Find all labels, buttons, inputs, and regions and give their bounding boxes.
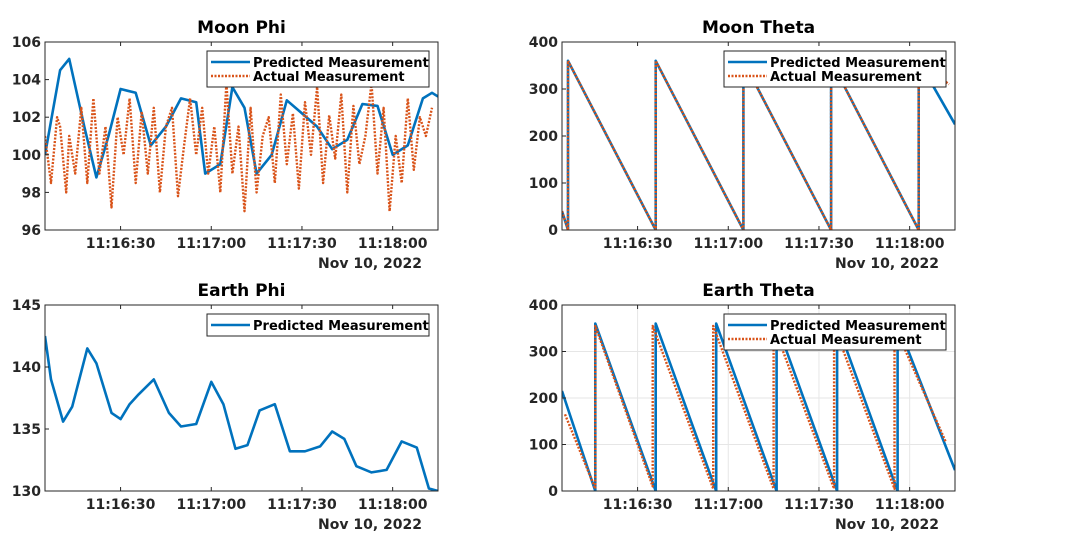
x-tick-label: 11:17:00 xyxy=(176,497,246,513)
series-predicted-line xyxy=(45,335,438,491)
y-tick-label: 100 xyxy=(529,176,558,192)
chart-title: Moon Phi xyxy=(197,18,286,38)
y-tick-label: 0 xyxy=(548,223,558,239)
date-label: Nov 10, 2022 xyxy=(835,256,939,272)
date-label: Nov 10, 2022 xyxy=(318,256,422,272)
legend: Predicted Measurement xyxy=(206,313,430,337)
y-tick-label: 200 xyxy=(529,129,558,145)
x-tick-label: 11:16:30 xyxy=(603,236,673,252)
legend-label: Actual Measurement xyxy=(770,70,922,85)
y-tick-label: 96 xyxy=(22,223,41,239)
chart-1: 96 98 100 102 104 106 11:16:30 11:17:00 11:17:30… xyxy=(12,18,439,272)
x-tick-label: 11:18:00 xyxy=(875,236,945,252)
x-tick-label: 11:17:00 xyxy=(693,236,763,252)
x-tick-label: 11:16:30 xyxy=(86,236,156,252)
axes-box xyxy=(44,41,439,231)
y-tick-label: 100 xyxy=(529,438,558,454)
series-actual-line xyxy=(45,82,434,213)
x-tick-label: 11:17:30 xyxy=(784,236,854,252)
y-tick-label: 300 xyxy=(529,82,558,98)
x-tick-label: 11:18:00 xyxy=(358,236,428,252)
x-tick-label: 11:16:30 xyxy=(86,497,156,513)
y-tick-label: 102 xyxy=(12,110,41,126)
y-tick-label: 140 xyxy=(12,360,41,376)
y-tick-label: 300 xyxy=(529,345,558,361)
x-tick-label: 11:16:30 xyxy=(603,497,673,513)
legend-box xyxy=(206,313,430,337)
y-tick-label: 104 xyxy=(12,73,41,89)
x-tick-label: 11:17:00 xyxy=(693,497,763,513)
x-tick-label: 11:17:00 xyxy=(176,236,246,252)
y-tick-label: 145 xyxy=(12,298,41,314)
legend-box xyxy=(723,313,947,351)
chart-title: Earth Theta xyxy=(702,281,814,301)
y-tick-label: 400 xyxy=(529,35,558,51)
legend-label: Predicted Measurement xyxy=(770,56,946,71)
chart-title: Moon Theta xyxy=(702,18,815,38)
x-tick-label: 11:18:00 xyxy=(875,497,945,513)
chart-3: 130 135 140 145 11:16:30 11:17:00 11:17:30 11:1… xyxy=(12,281,439,533)
legend-label: Predicted Measurement xyxy=(253,56,429,71)
legend-label: Predicted Measurement xyxy=(770,319,946,334)
legend-box xyxy=(723,50,947,88)
chart-4: 0 100 200 300 400 11:16:30 11:17:00 11:17:30 11:… xyxy=(529,281,956,533)
y-tick-label: 200 xyxy=(529,391,558,407)
axes-box xyxy=(44,304,439,492)
date-label: Nov 10, 2022 xyxy=(318,517,422,533)
x-tick-label: 11:18:00 xyxy=(358,497,428,513)
legend-label: Actual Measurement xyxy=(770,333,922,348)
y-tick-label: 106 xyxy=(12,35,41,51)
x-tick-label: 11:17:30 xyxy=(267,497,337,513)
x-tick-label: 11:17:30 xyxy=(267,236,337,252)
chart-title: Earth Phi xyxy=(197,281,285,301)
y-tick-label: 0 xyxy=(548,484,558,500)
legend-label: Predicted Measurement xyxy=(253,319,429,334)
legend-label: Actual Measurement xyxy=(253,70,405,85)
y-tick-label: 100 xyxy=(12,148,41,164)
date-label: Nov 10, 2022 xyxy=(835,517,939,533)
legend-box xyxy=(206,50,430,88)
y-tick-label: 98 xyxy=(22,185,41,201)
y-tick-label: 135 xyxy=(12,422,41,438)
x-tick-label: 11:17:30 xyxy=(784,497,854,513)
chart-2: 0 100 200 300 400 11:16:30 11:17:00 11:17:30 11:… xyxy=(529,18,956,272)
y-tick-label: 130 xyxy=(12,484,41,500)
y-tick-label: 400 xyxy=(529,298,558,314)
series-actual-line xyxy=(562,59,950,230)
